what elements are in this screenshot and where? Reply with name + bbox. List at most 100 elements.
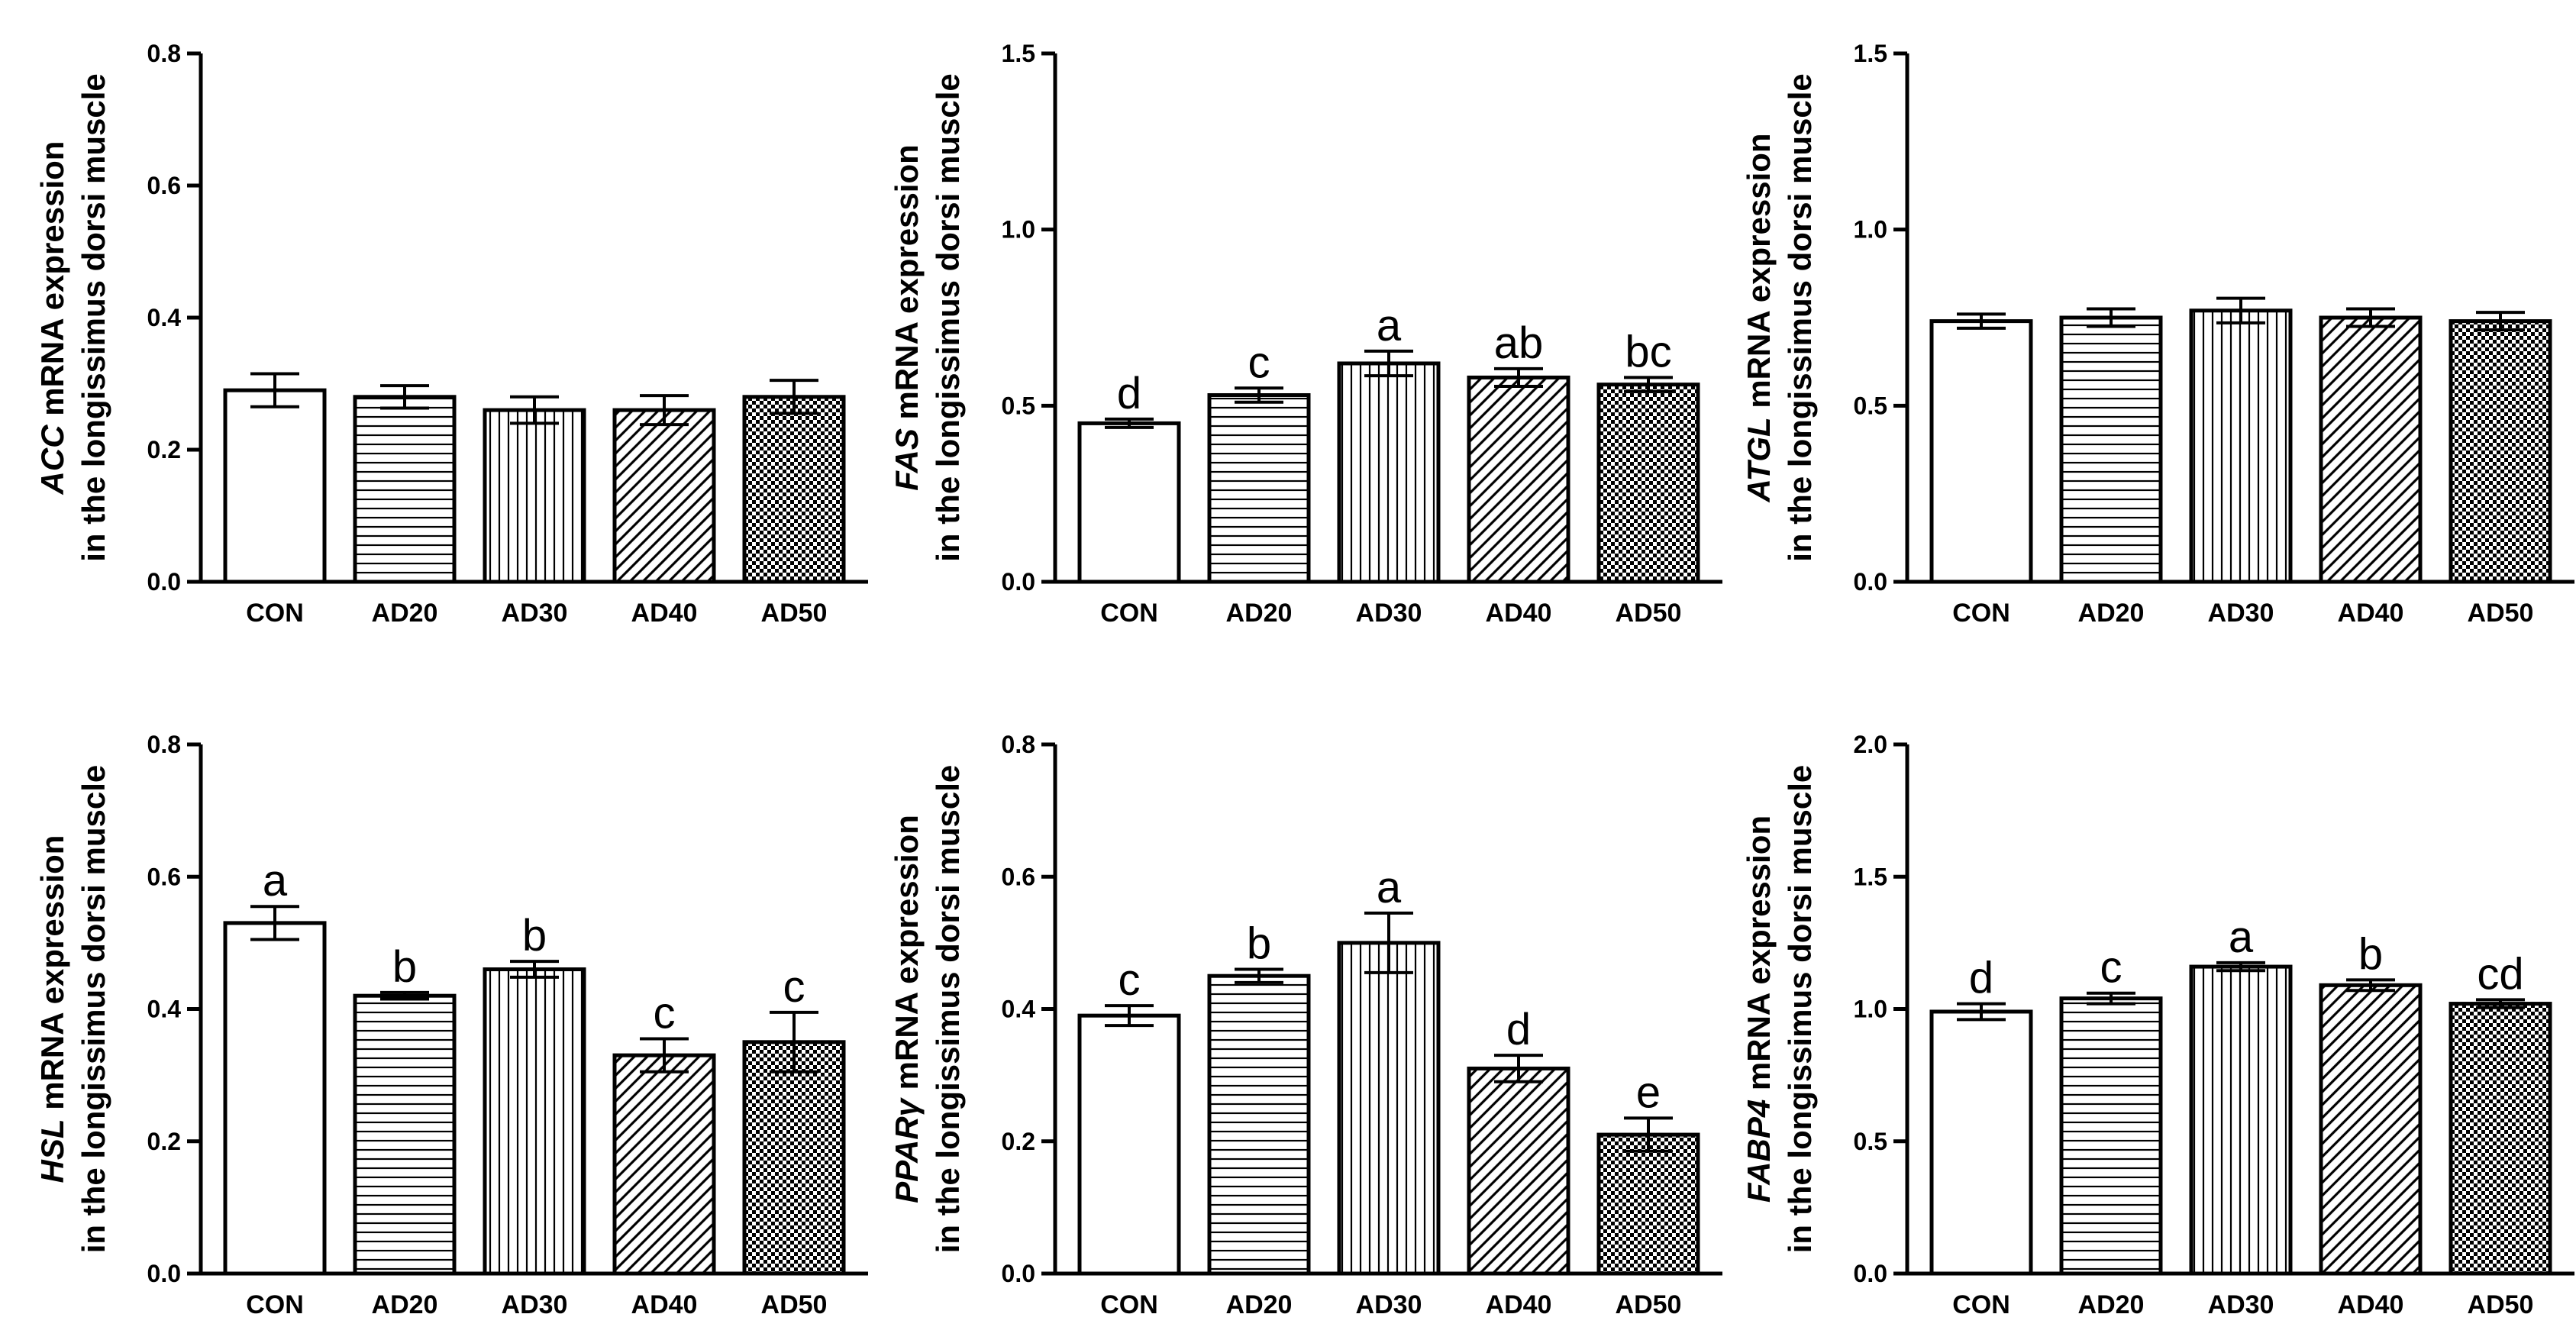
y-axis-label-line2: in the longissimus dorsi muscle: [1782, 765, 1818, 1253]
gene-name: ATGL: [1741, 417, 1777, 502]
y-tick-label: 0.2: [147, 436, 181, 463]
category-label: AD50: [761, 599, 828, 628]
significance-letter: a: [1377, 301, 1402, 350]
bar-ad20: [2059, 315, 2163, 584]
category-label: CON: [1100, 1290, 1158, 1319]
category-label: AD30: [1356, 1290, 1422, 1319]
gene-name: PPARγ: [889, 1096, 925, 1203]
significance-letter: c: [1119, 955, 1141, 1005]
bar-ad40: [2319, 315, 2423, 584]
y-tick-label: 0.0: [147, 1260, 181, 1287]
bar-con: [1929, 319, 2033, 584]
significance-letter: c: [783, 962, 805, 1012]
bar-ad50: [742, 395, 846, 584]
category-label: AD40: [2338, 599, 2404, 628]
category-label: AD30: [502, 1290, 568, 1319]
significance-letter: d: [1506, 1005, 1531, 1054]
y-tick-label: 2.0: [1854, 731, 1887, 758]
category-label: AD50: [2468, 1290, 2534, 1319]
bar-ad20: [1207, 973, 1311, 1276]
bar-ad20: [1207, 392, 1311, 584]
y-axis-label-rest: mRNA expression: [889, 815, 925, 1099]
bar-ad30: [2189, 308, 2293, 584]
chart-panel-6: 0.0 0.5 1.0 1.5 2.0 FABP4 mRNA expression in t…: [1741, 731, 2574, 1319]
significance-letter: b: [522, 911, 547, 961]
y-tick-label: 0.5: [1854, 1128, 1887, 1155]
y-axis-label-rest: mRNA expression: [1741, 815, 1777, 1099]
y-axis-label-rest: mRNA expression: [1741, 133, 1777, 417]
significance-letter: a: [2229, 912, 2254, 962]
y-tick-label: 0.6: [1002, 863, 1035, 890]
significance-letter: c: [654, 988, 676, 1038]
category-label: AD20: [372, 599, 438, 628]
bar-ad50: [2448, 1002, 2552, 1276]
significance-letter: d: [1969, 954, 1993, 1003]
category-label: AD30: [2208, 1290, 2274, 1319]
y-tick-label: 1.5: [1854, 40, 1887, 67]
y-axis-label-rest: mRNA expression: [34, 835, 70, 1119]
y-tick-label: 0.0: [147, 568, 181, 596]
y-tick-label: 0.0: [1002, 1260, 1035, 1287]
bar-ad20: [353, 993, 457, 1276]
y-tick-label: 0.5: [1002, 392, 1035, 419]
y-tick-label: 1.0: [1854, 996, 1887, 1023]
significance-letter: b: [1247, 919, 1271, 969]
significance-letter: a: [1377, 863, 1402, 912]
chart-panel-3: 0.0 0.5 1.0 1.5 ATGL mRNA expression in the l…: [1741, 40, 2574, 628]
gene-name: ACC: [34, 425, 70, 496]
category-label: AD20: [2078, 599, 2145, 628]
category-label: CON: [1952, 599, 2010, 628]
y-tick-label: 0.8: [147, 731, 181, 758]
category-label: CON: [1100, 599, 1158, 628]
bar-ad30: [1337, 941, 1441, 1276]
chart-panel-2: 0.0 0.5 1.0 1.5 FAS mRNA expression in the lo…: [889, 40, 1722, 628]
y-tick-label: 0.8: [1002, 731, 1035, 758]
category-label: AD40: [1486, 599, 1552, 628]
y-axis-label-rest: mRNA expression: [889, 144, 925, 428]
y-tick-label: 0.4: [147, 304, 182, 331]
category-label: AD50: [2468, 599, 2534, 628]
bar-ad30: [483, 408, 586, 584]
category-label: AD50: [1616, 599, 1682, 628]
bar-con: [1077, 1013, 1181, 1276]
chart-panel-1: 0.0 0.2 0.4 0.6 0.8 ACC mRNA expression in the…: [34, 40, 868, 628]
bar-ad30: [2189, 964, 2293, 1276]
category-label: AD50: [1616, 1290, 1682, 1319]
y-axis-label-line2: in the longissimus dorsi muscle: [930, 765, 966, 1253]
category-label: AD40: [1486, 1290, 1552, 1319]
bar-ad40: [612, 1053, 716, 1276]
y-tick-label: 1.5: [1002, 40, 1035, 67]
bar-ad50: [2448, 319, 2552, 584]
bar-ad20: [2059, 996, 2163, 1276]
bar-ad30: [1337, 361, 1441, 584]
y-axis-label-line2: in the longissimus dorsi muscle: [1782, 73, 1818, 561]
y-axis-label-line1: PPARγ mRNA expression: [889, 815, 925, 1203]
bar-ad20: [353, 395, 457, 584]
bar-ad40: [1467, 1066, 1570, 1276]
bar-ad40: [1467, 375, 1570, 584]
y-axis-label-line1: FAS mRNA expression: [889, 144, 925, 491]
significance-letter: ab: [1494, 318, 1544, 368]
y-tick-label: 1.0: [1854, 216, 1887, 244]
y-axis-label-line1: ATGL mRNA expression: [1741, 133, 1777, 502]
y-axis-label-line2: in the longissimus dorsi muscle: [76, 73, 111, 561]
y-tick-label: 0.4: [1002, 996, 1036, 1023]
category-label: AD40: [631, 599, 698, 628]
bar-ad50: [1596, 383, 1700, 584]
category-label: AD30: [502, 599, 568, 628]
y-tick-label: 0.0: [1854, 568, 1887, 596]
y-tick-label: 0.2: [1002, 1128, 1035, 1155]
category-label: CON: [246, 1290, 304, 1319]
y-tick-label: 0.5: [1854, 392, 1887, 419]
y-axis-label-rest: mRNA expression: [34, 141, 70, 425]
significance-letter: cd: [2477, 949, 2523, 999]
y-tick-label: 1.5: [1854, 863, 1887, 890]
bar-con: [1929, 1009, 2033, 1276]
bar-ad50: [1596, 1132, 1700, 1276]
category-label: AD40: [631, 1290, 698, 1319]
chart-panel-5: 0.0 0.2 0.4 0.6 0.8 PPARγ mRNA expression in t…: [889, 731, 1722, 1319]
significance-letter: a: [263, 856, 288, 906]
significance-letter: b: [2358, 929, 2383, 979]
bar-con: [223, 388, 327, 584]
significance-letter: c: [2100, 943, 2122, 993]
